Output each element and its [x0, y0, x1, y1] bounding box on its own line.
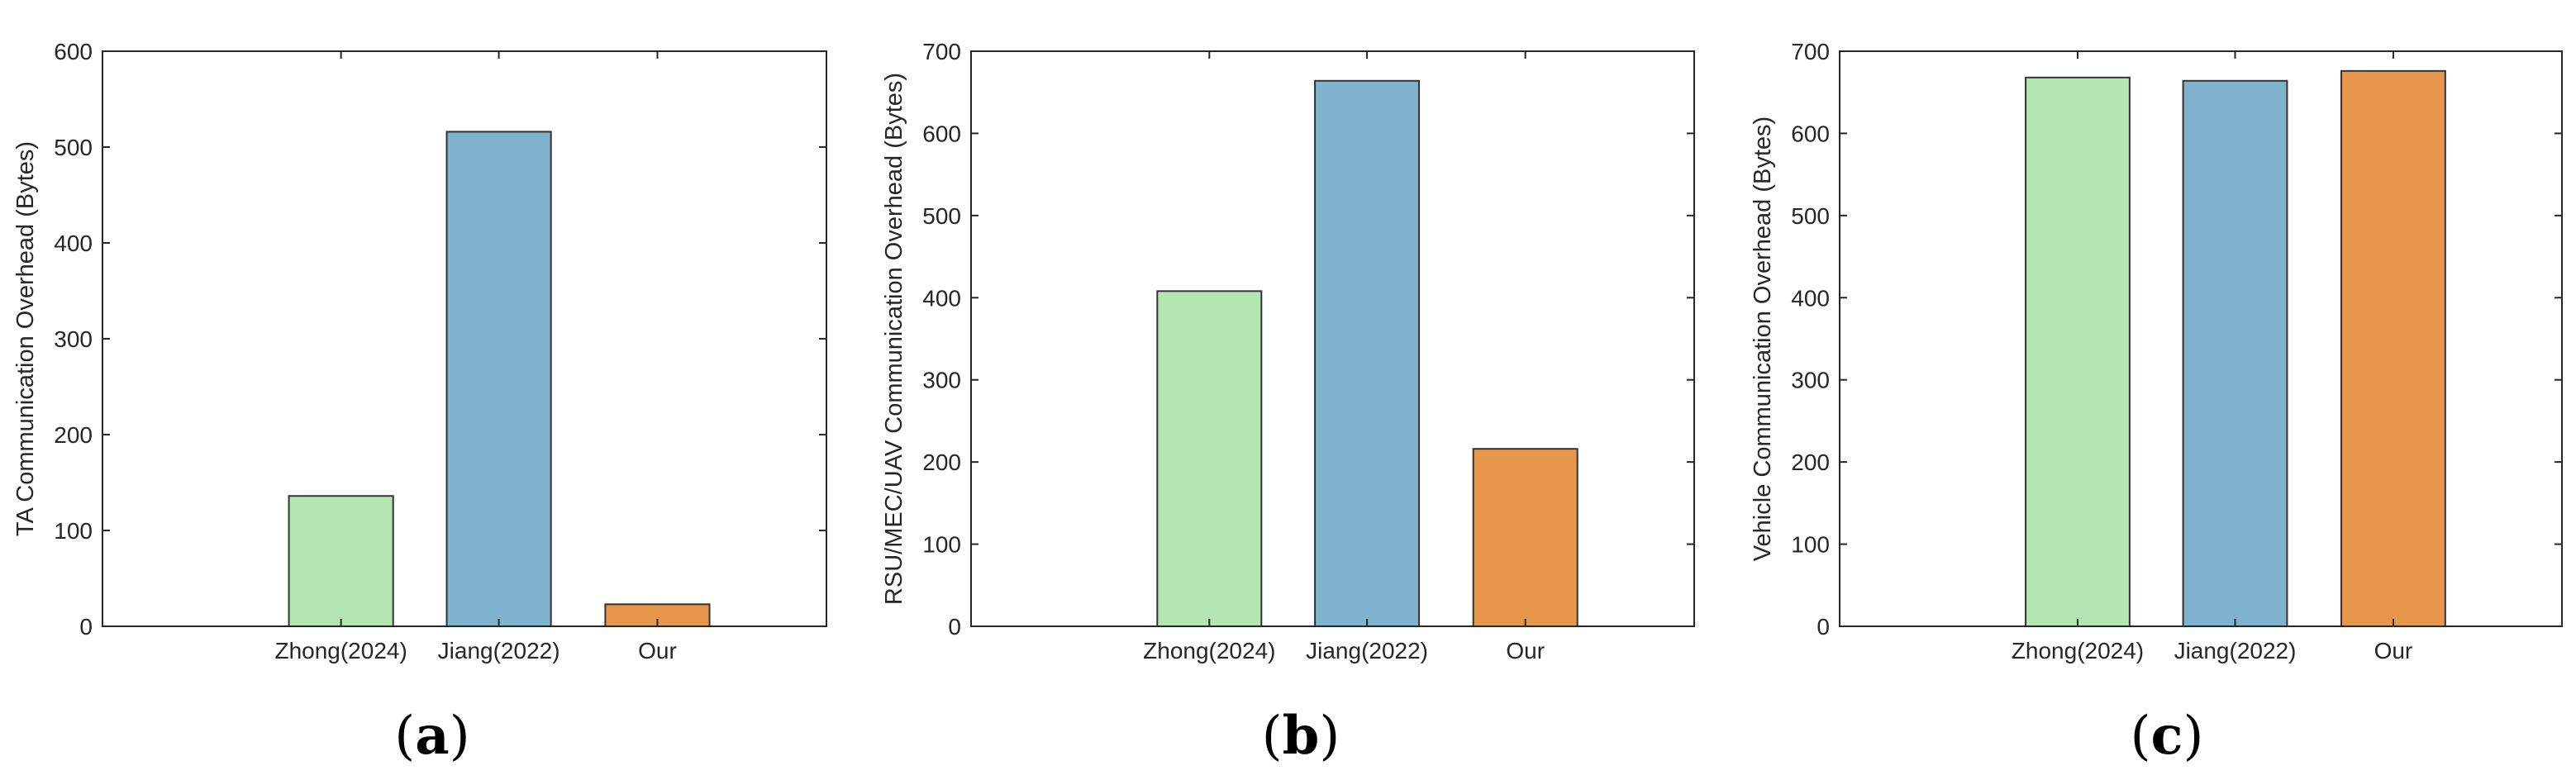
y-tick-label: 0	[1817, 614, 1830, 640]
y-axis-label: Vehicle Communication Overhead (Bytes)	[1750, 117, 1776, 561]
y-tick-label: 200	[1791, 449, 1830, 475]
y-tick-label: 300	[922, 368, 961, 393]
bar-jiang-2022	[1314, 79, 1421, 627]
chart-panel-c: 0 100 200 300 400 500 600 700 Zhong(2024) Jiang(2…	[1750, 39, 2563, 767]
y-tick-label: 300	[1791, 368, 1830, 393]
bar-our	[2340, 69, 2446, 627]
y-tick-label: 100	[1791, 532, 1830, 558]
y-tick-label: 500	[922, 203, 961, 229]
y-tick-label: 200	[54, 422, 93, 448]
bar-zhong-2024	[2025, 76, 2131, 628]
y-tick-label: 500	[54, 135, 93, 160]
chart-panel-b: 0 100 200 300 400 500 600 700 Zhong(2024) Jiang(2…	[881, 39, 1695, 767]
chart-panel-a: 0 100 200 300 400 500 600 Zhong(2024) Jiang(2022…	[12, 39, 827, 767]
bar-our	[1472, 448, 1578, 628]
y-tick-label: 300	[54, 326, 93, 352]
y-tick-label: 700	[1791, 39, 1830, 64]
y-tick-label: 0	[948, 614, 961, 640]
axes-box	[1839, 50, 2563, 627]
y-tick-label: 500	[1791, 203, 1830, 229]
x-tick-label: Jiang(2022)	[438, 638, 560, 663]
y-tick-label: 600	[54, 39, 93, 64]
x-tick-label: Our	[638, 638, 677, 663]
y-tick-label: 200	[922, 449, 961, 475]
y-axis-label: TA Communication Overhead (Bytes)	[12, 141, 39, 536]
x-tick-label: Our	[1506, 638, 1545, 663]
y-tick-label: 100	[922, 532, 961, 558]
x-tick-label: Jiang(2022)	[1306, 638, 1428, 663]
y-tick-label: 400	[1791, 285, 1830, 311]
y-tick-label: 700	[922, 39, 961, 64]
y-tick-label: 600	[1791, 121, 1830, 146]
x-tick-label: Zhong(2024)	[274, 638, 407, 663]
y-tick-label: 0	[79, 614, 93, 640]
bar-zhong-2024	[288, 495, 394, 627]
x-tick-label: Zhong(2024)	[2012, 638, 2144, 663]
bar-jiang-2022	[445, 131, 552, 627]
y-tick-label: 100	[54, 518, 93, 544]
y-axis-label: RSU/MEC/UAV Communication Overhead (Byte…	[881, 73, 907, 605]
panel-label: (a)	[394, 705, 469, 767]
panel-label: (c)	[2131, 705, 2204, 767]
bar-zhong-2024	[1156, 290, 1263, 627]
y-tick-label: 400	[922, 285, 961, 311]
y-tick-label: 400	[54, 231, 93, 256]
x-tick-label: Zhong(2024)	[1143, 638, 1275, 663]
x-tick-label: Jiang(2022)	[2174, 638, 2297, 663]
bar-jiang-2022	[2182, 79, 2288, 627]
y-tick-label: 600	[922, 121, 961, 146]
axes-box	[970, 50, 1695, 627]
x-tick-label: Our	[2374, 638, 2413, 663]
panel-label: (b)	[1262, 705, 1340, 767]
